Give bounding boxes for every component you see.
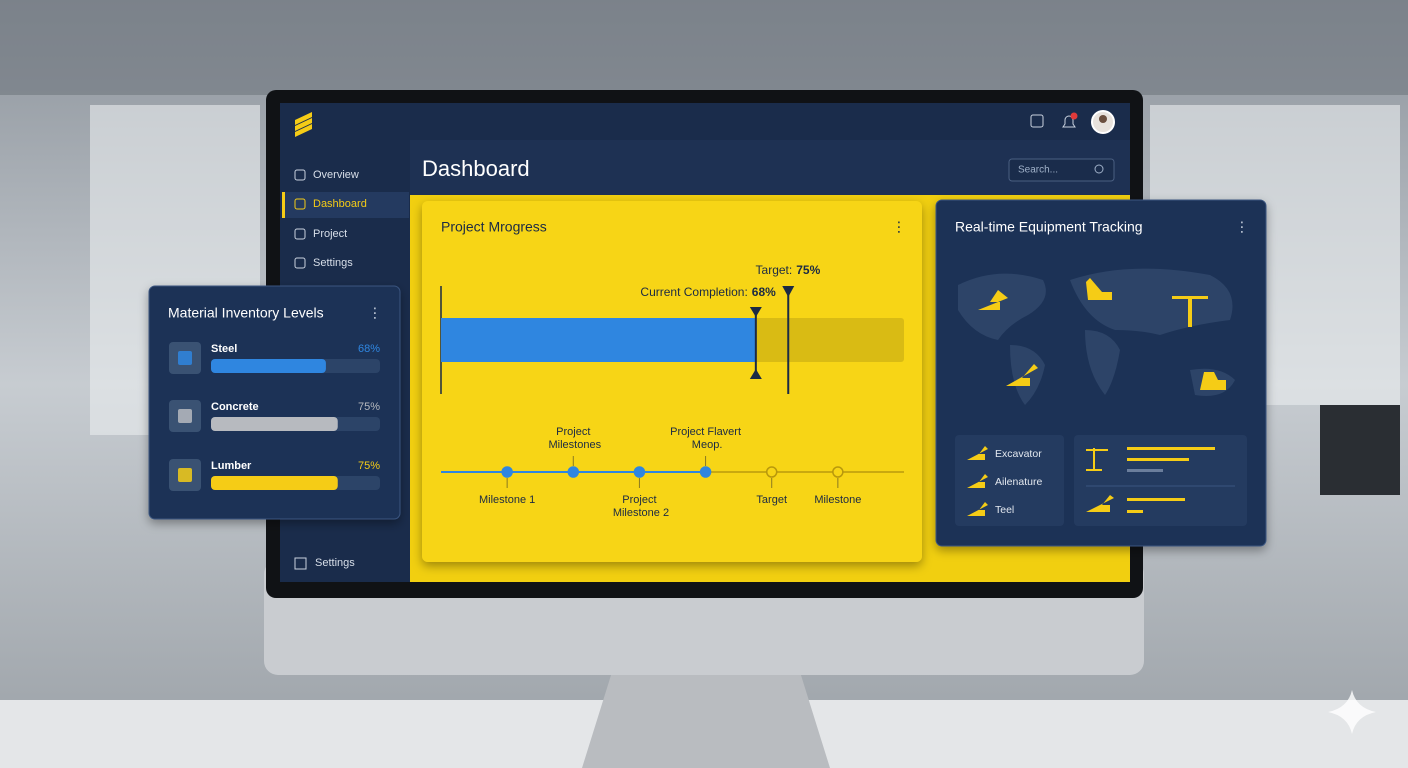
active-nav-bg (282, 192, 409, 218)
status-bars (1086, 447, 1235, 513)
continent (1010, 345, 1045, 405)
milestone-point (699, 466, 712, 478)
milestone-label: Project Milestone 2 (610, 494, 669, 519)
legend-item: Excavator (995, 448, 1042, 460)
continent (1085, 330, 1120, 395)
milestone-point (832, 466, 844, 478)
status-bar (1127, 469, 1163, 472)
nav-icon (294, 257, 306, 269)
milestone-label: Milestone (814, 494, 861, 506)
current-marker-head (749, 307, 762, 317)
search-placeholder: Search... (1018, 165, 1058, 176)
excavator-icon (1086, 495, 1114, 512)
milestone-label: Target (756, 494, 787, 506)
watermark (1328, 690, 1376, 734)
status-bar (1127, 447, 1215, 450)
material-name: Steel (211, 343, 237, 355)
target-value-label: 75% (796, 263, 820, 277)
status-box (1074, 435, 1247, 526)
continent (958, 273, 1046, 340)
material-icon-glyph (178, 468, 192, 482)
material-icon-glyph (178, 351, 192, 365)
material-icon-glyph (178, 409, 192, 423)
milestone-point (765, 466, 778, 478)
status-bar (1127, 458, 1189, 461)
crane-icon (1086, 448, 1108, 471)
active-nav-indicator (282, 192, 285, 218)
card-menu[interactable]: ⋮ (892, 219, 906, 235)
card-title: Material Inventory Levels (168, 305, 324, 321)
current-value-label: 68% (752, 285, 776, 299)
notification-badge (1070, 112, 1078, 120)
milestone-point (501, 466, 513, 478)
current-label: Current Completion: (640, 285, 747, 299)
nav-item[interactable]: Project (313, 228, 347, 240)
material-value: 75% (358, 401, 380, 413)
legend-item: Ailenature (995, 476, 1042, 488)
milestone-label: Project Milestones (545, 426, 601, 451)
status-bar (1127, 510, 1143, 513)
search-icon (1094, 164, 1104, 174)
material-value: 75% (358, 460, 380, 472)
card-title: Real-time Equipment Tracking (955, 219, 1143, 235)
logo (295, 124, 312, 137)
status-bar (1127, 498, 1185, 501)
nav-icon (294, 198, 306, 210)
legend-icon (967, 502, 988, 516)
legend-item: Teel (995, 504, 1014, 516)
milestone-point (567, 466, 580, 478)
nav-item[interactable]: Settings (313, 257, 353, 269)
equipment-markers (978, 278, 1226, 390)
milestone-point (633, 466, 646, 478)
logo (295, 112, 312, 125)
progress-card (422, 201, 922, 562)
target-marker-head (782, 286, 795, 297)
target-label: Target: (756, 263, 793, 277)
crane-marker (1172, 296, 1208, 327)
excavator-marker (978, 290, 1008, 310)
material-bar (211, 417, 338, 431)
logout-icon (294, 557, 307, 570)
monitor-stand (582, 672, 830, 768)
nav-icon (294, 228, 306, 240)
excavator-marker (1086, 278, 1112, 300)
nav-icon (294, 169, 306, 181)
search-box[interactable] (1008, 158, 1115, 182)
excavator-marker (1006, 364, 1038, 386)
material-bar (211, 359, 326, 373)
material-bar (211, 476, 338, 490)
apps-icon[interactable] (1030, 114, 1044, 128)
inventory-card (148, 285, 401, 520)
bell-icon[interactable] (1062, 115, 1076, 128)
material-value: 68% (358, 343, 380, 355)
progress-fill (441, 318, 756, 362)
nav-item[interactable]: Dashboard (313, 198, 367, 210)
milestone-label: Milestone 1 (479, 494, 535, 506)
ceiling (0, 0, 1408, 95)
logo (295, 118, 312, 131)
card-menu[interactable]: ⋮ (1235, 219, 1249, 235)
legend-icon (967, 474, 988, 488)
card-title: Project Mrogress (441, 219, 547, 235)
material-name: Lumber (211, 460, 252, 472)
milestone-label: Project Flavert Meop. (670, 426, 741, 451)
legend-icon (967, 446, 988, 460)
material-name: Concrete (211, 401, 259, 413)
nav-item[interactable]: Overview (313, 169, 359, 181)
card-menu[interactable]: ⋮ (368, 305, 382, 321)
current-marker-foot (749, 369, 762, 379)
sidebar-footer[interactable]: Settings (315, 557, 355, 569)
loader-marker (1200, 372, 1226, 390)
page-title: Dashboard (422, 156, 530, 181)
avatar (1099, 115, 1107, 123)
background-monitor (1320, 405, 1400, 495)
